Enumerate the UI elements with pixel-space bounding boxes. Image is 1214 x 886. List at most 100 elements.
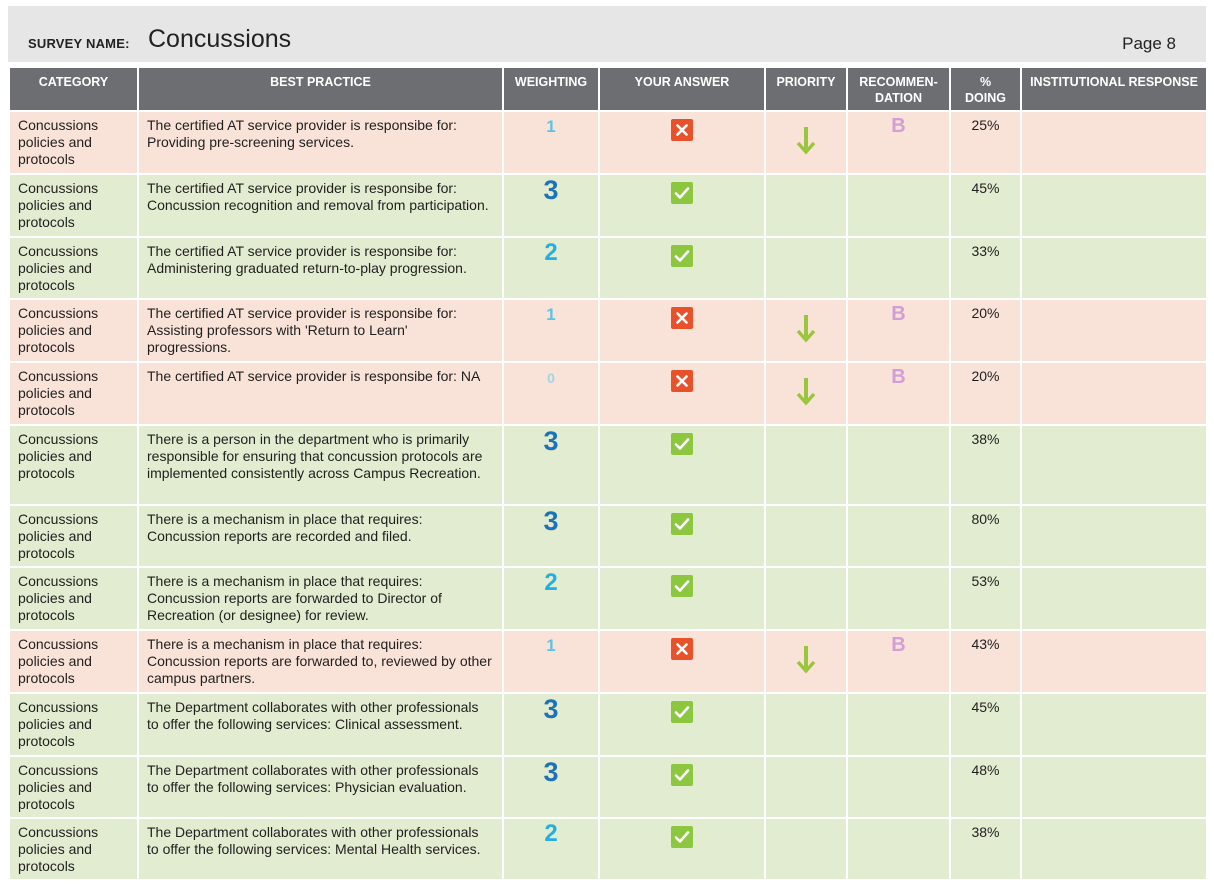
x-icon <box>671 307 693 329</box>
check-icon <box>671 513 693 535</box>
priority-cell <box>764 298 848 363</box>
weighting-cell: 2 <box>502 566 600 631</box>
check-icon <box>671 764 693 786</box>
institutional-response-cell[interactable] <box>1020 110 1208 175</box>
recommendation-cell: B <box>846 629 951 694</box>
recommendation-cell <box>846 692 951 757</box>
institutional-response-cell[interactable] <box>1020 424 1208 506</box>
weighting-value: 2 <box>544 820 558 847</box>
institutional-response-cell[interactable] <box>1020 504 1208 568</box>
institutional-response-cell[interactable] <box>1020 298 1208 363</box>
recommendation-value: B <box>891 634 906 656</box>
category-cell: Concussions policies and protocols <box>8 566 139 631</box>
priority-cell <box>764 504 848 568</box>
down-arrow-icon <box>795 313 817 347</box>
weighting-cell: 3 <box>502 504 600 568</box>
weighting-cell: 3 <box>502 755 600 819</box>
weighting-value: 3 <box>543 426 559 456</box>
institutional-response-cell[interactable] <box>1020 817 1208 881</box>
recommendation-cell <box>846 236 951 300</box>
pct-doing-cell: 25% <box>949 110 1022 175</box>
category-cell: Concussions policies and protocols <box>8 692 139 757</box>
best-practice-cell: There is a mechanism in place that requi… <box>137 504 504 568</box>
table-row: Concussions policies and protocols The D… <box>8 755 1208 819</box>
pct-doing-cell: 48% <box>949 755 1022 819</box>
category-cell: Concussions policies and protocols <box>8 173 139 238</box>
recommendation-cell: B <box>846 110 951 175</box>
weighting-value: 3 <box>543 175 559 205</box>
institutional-response-cell[interactable] <box>1020 236 1208 300</box>
survey-table: CATEGORY BEST PRACTICE WEIGHTING YOUR AN… <box>8 68 1208 881</box>
priority-cell <box>764 424 848 506</box>
recommendation-cell <box>846 424 951 506</box>
institutional-response-cell[interactable] <box>1020 173 1208 238</box>
best-practice-cell: The certified AT service provider is res… <box>137 173 504 238</box>
recommendation-cell <box>846 566 951 631</box>
x-icon <box>671 370 693 392</box>
category-cell: Concussions policies and protocols <box>8 424 139 506</box>
weighting-cell: 3 <box>502 173 600 238</box>
category-cell: Concussions policies and protocols <box>8 236 139 300</box>
institutional-response-cell[interactable] <box>1020 629 1208 694</box>
check-icon <box>671 826 693 848</box>
pct-doing-cell: 20% <box>949 298 1022 363</box>
best-practice-cell: There is a mechanism in place that requi… <box>137 566 504 631</box>
weighting-value: 3 <box>543 694 559 724</box>
weighting-cell: 1 <box>502 629 600 694</box>
weighting-value: 0 <box>547 370 555 386</box>
table-row: Concussions policies and protocols There… <box>8 566 1208 631</box>
table-header-row: CATEGORY BEST PRACTICE WEIGHTING YOUR AN… <box>8 68 1208 111</box>
institutional-response-cell[interactable] <box>1020 755 1208 819</box>
table-row: Concussions policies and protocols There… <box>8 629 1208 694</box>
your-answer-cell <box>598 817 766 881</box>
your-answer-cell <box>598 298 766 363</box>
priority-cell <box>764 173 848 238</box>
weighting-cell: 1 <box>502 110 600 175</box>
best-practice-cell: The certified AT service provider is res… <box>137 236 504 300</box>
institutional-response-cell[interactable] <box>1020 566 1208 631</box>
recommendation-value: B <box>891 303 906 325</box>
survey-name: Concussions <box>148 25 292 53</box>
your-answer-cell <box>598 110 766 175</box>
col-header-pct-doing: % DOING <box>949 68 1022 111</box>
institutional-response-cell[interactable] <box>1020 692 1208 757</box>
recommendation-cell <box>846 504 951 568</box>
category-cell: Concussions policies and protocols <box>8 298 139 363</box>
priority-cell <box>764 817 848 881</box>
your-answer-cell <box>598 424 766 506</box>
priority-cell <box>764 236 848 300</box>
best-practice-cell: The Department collaborates with other p… <box>137 755 504 819</box>
weighting-value: 3 <box>543 506 559 536</box>
table-row: Concussions policies and protocols The c… <box>8 236 1208 300</box>
priority-cell <box>764 755 848 819</box>
recommendation-value: B <box>891 366 906 388</box>
priority-cell <box>764 110 848 175</box>
priority-cell <box>764 361 848 426</box>
col-header-best-practice: BEST PRACTICE <box>137 68 504 111</box>
recommendation-cell: B <box>846 298 951 363</box>
weighting-cell: 0 <box>502 361 600 426</box>
table-row: Concussions policies and protocols The c… <box>8 298 1208 363</box>
best-practice-cell: The certified AT service provider is res… <box>137 110 504 175</box>
check-icon <box>671 182 693 204</box>
pct-doing-cell: 38% <box>949 817 1022 881</box>
weighting-value: 2 <box>544 569 558 596</box>
weighting-cell: 3 <box>502 692 600 757</box>
priority-cell <box>764 566 848 631</box>
down-arrow-icon <box>795 376 817 410</box>
recommendation-cell <box>846 173 951 238</box>
weighting-value: 1 <box>546 117 556 136</box>
institutional-response-cell[interactable] <box>1020 361 1208 426</box>
survey-name-label: SURVEY NAME: <box>28 36 130 51</box>
priority-cell <box>764 692 848 757</box>
pct-doing-cell: 53% <box>949 566 1022 631</box>
your-answer-cell <box>598 504 766 568</box>
table-row: Concussions policies and protocols The c… <box>8 361 1208 426</box>
your-answer-cell <box>598 566 766 631</box>
weighting-cell: 3 <box>502 424 600 506</box>
col-header-recommendation: RECOMMEN- DATION <box>846 68 951 111</box>
pct-doing-cell: 20% <box>949 361 1022 426</box>
category-cell: Concussions policies and protocols <box>8 817 139 881</box>
best-practice-cell: The certified AT service provider is res… <box>137 361 504 426</box>
your-answer-cell <box>598 755 766 819</box>
